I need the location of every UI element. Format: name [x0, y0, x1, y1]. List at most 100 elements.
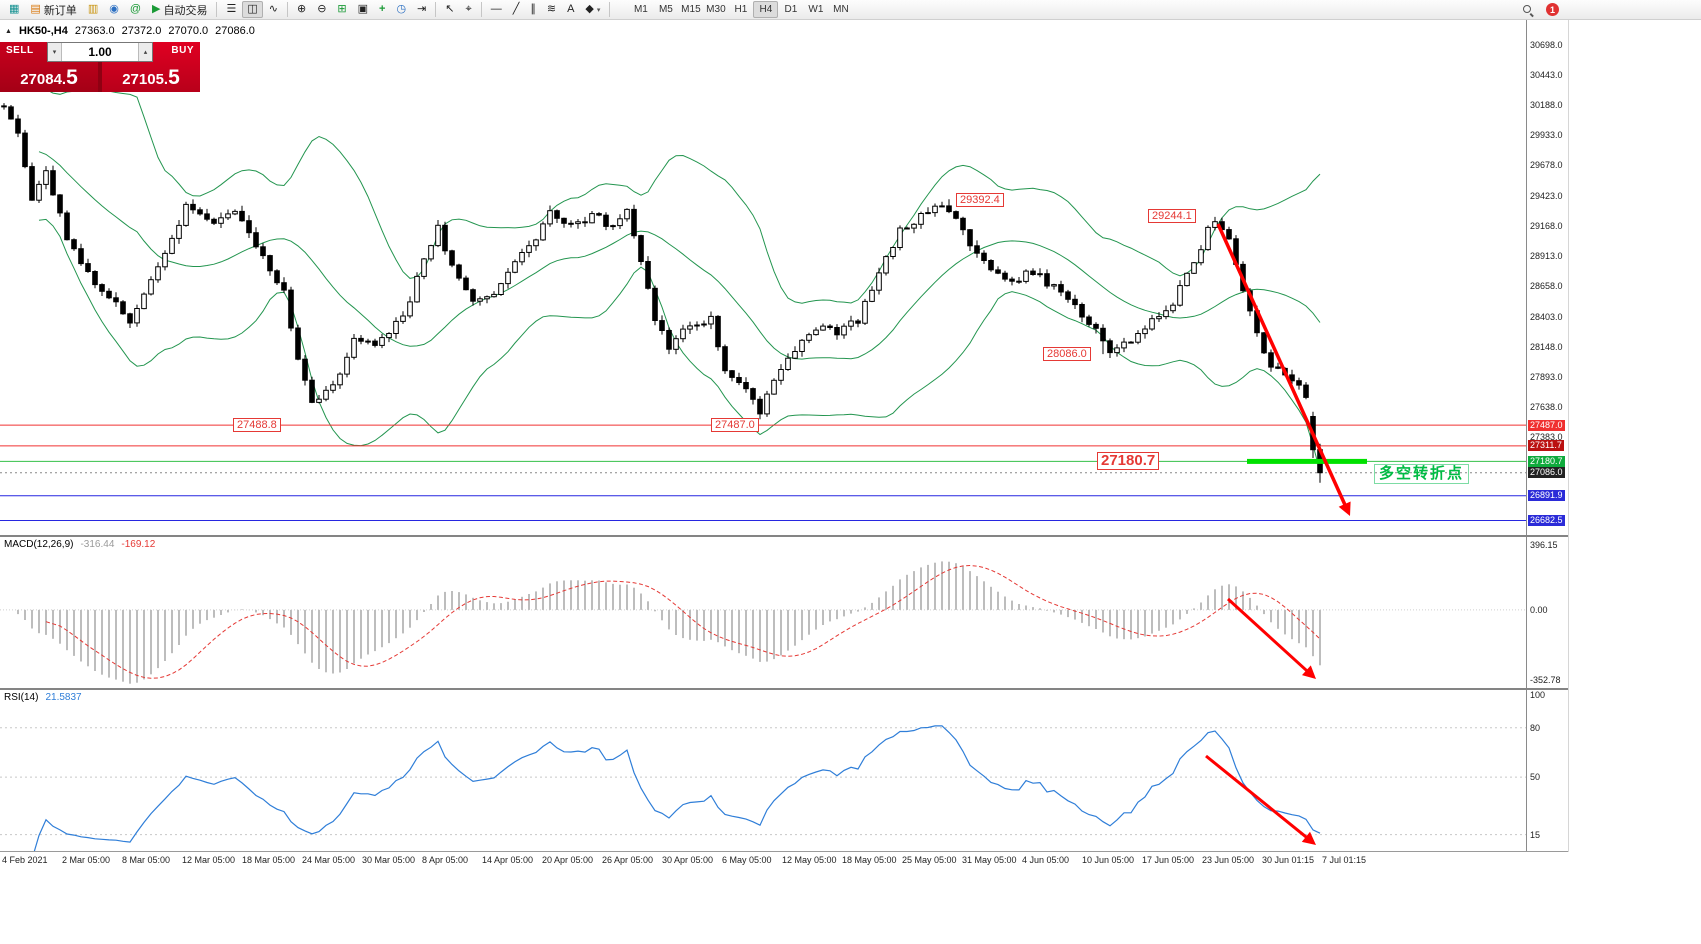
new-order-button[interactable]: ▤ 新订单 [25, 1, 81, 18]
timeframe-m15-button[interactable]: M15 [681, 4, 701, 15]
candle-chart-button[interactable]: ◫ [242, 1, 263, 18]
cursor-tool-button[interactable]: ↖ [440, 1, 459, 18]
macd-indicator-info: MACD(12,26,9) -316.44 -169.12 [4, 539, 155, 550]
autotrading-button[interactable]: ▶ 自动交易 [147, 1, 212, 18]
crosshair-icon: ⌖ [465, 3, 472, 15]
tile-windows-button[interactable]: ⊞ [332, 1, 351, 18]
macd-scale-max: 396.15 [1530, 540, 1558, 550]
text-tool-button[interactable]: A [562, 1, 579, 18]
zoom-in-button[interactable]: ⊕ [292, 1, 311, 18]
hline-tool-button[interactable]: — [486, 1, 507, 18]
volume-box: ▾ ▴ [47, 42, 153, 62]
timeframe-w1-button[interactable]: W1 [808, 4, 824, 15]
zoom-out-button[interactable]: ⊖ [312, 1, 331, 18]
price-scale-highlight: 27311.7 [1528, 440, 1564, 451]
price-scale-label: 28658.0 [1530, 281, 1563, 291]
charts-button[interactable]: ▥ [83, 1, 103, 18]
rsi-panel-canvas[interactable] [0, 690, 1526, 851]
time-axis-label: 23 Jun 05:00 [1202, 855, 1255, 865]
community-icon: @ [129, 3, 141, 15]
timeframe-group: M1 M5 M15 M30 H1 H4 D1 W1 MN [628, 1, 853, 18]
timeframe-m1-button[interactable]: M1 [633, 4, 648, 15]
fibonacci-tool-button[interactable]: ≋ [542, 1, 561, 18]
toolbar-separator [435, 2, 437, 17]
toolbar-separator [480, 2, 482, 17]
horizontal-line-icon: — [490, 3, 502, 15]
new-order-label: 新订单 [43, 4, 77, 17]
timeframe-m5-button[interactable]: M5 [658, 4, 673, 15]
time-axis-label: 18 May 05:00 [842, 855, 897, 865]
ohlc-info: ▲ HK50-,H4 27363.0 27372.0 27070.0 27086… [5, 25, 255, 37]
volume-increase-button[interactable]: ▴ [138, 43, 152, 61]
fibonacci-icon: ≋ [546, 3, 557, 15]
text-tool-icon: A [567, 3, 575, 15]
volume-input[interactable] [62, 43, 138, 61]
rsi-scale-label: 50 [1530, 772, 1541, 782]
chevron-down-icon: ▾ [596, 6, 601, 14]
timeframe-mn-button[interactable]: MN [833, 4, 849, 15]
channel-tool-button[interactable]: ∥ [525, 1, 541, 18]
trendline-tool-button[interactable]: ╱ [508, 1, 525, 18]
timeframe-h4-button[interactable]: H4 [753, 1, 779, 18]
search-icon [1522, 4, 1534, 17]
rsi-indicator-info: RSI(14) 21.5837 [4, 692, 82, 703]
line-chart-icon: ∿ [268, 3, 278, 15]
macd-scale-zero: 0.00 [1530, 605, 1548, 615]
macd-panel-canvas[interactable] [0, 537, 1526, 688]
price-scale-label: 28148.0 [1530, 342, 1563, 352]
notification-badge[interactable]: 1 [1546, 3, 1559, 16]
autotrading-play-icon: ▶ [152, 3, 161, 15]
cascade-windows-icon: ▣ [357, 3, 369, 15]
bar-chart-button[interactable]: ☰ [221, 1, 241, 18]
community-button[interactable]: @ [125, 1, 146, 18]
cascade-windows-button[interactable]: ▣ [353, 1, 373, 18]
indicators-button[interactable]: + [374, 1, 390, 18]
price-scale-label: 27383.0 [1530, 432, 1563, 442]
cycles-button[interactable]: ◷ [391, 1, 411, 18]
timeframe-h1-button[interactable]: H1 [734, 4, 748, 15]
line-chart-button[interactable]: ∿ [264, 1, 283, 18]
panel-separator[interactable] [0, 535, 1568, 537]
rsi-scale-label: 100 [1530, 690, 1546, 700]
charts-icon: ▥ [87, 3, 99, 15]
timeframe-m30-button[interactable]: M30 [706, 4, 726, 15]
time-axis-label: 6 May 05:00 [722, 855, 772, 865]
price-scale[interactable]: 30698.0 30443.0 30188.0 29933.0 29678.0 29423… [1526, 20, 1568, 851]
new-chart-button[interactable]: ▦ [4, 1, 24, 18]
time-axis-label: 10 Jun 05:00 [1082, 855, 1135, 865]
profiles-icon: ◉ [109, 3, 119, 15]
time-axis-label: 30 Mar 05:00 [362, 855, 416, 865]
profiles-button[interactable]: ◉ [104, 1, 124, 18]
volume-decrease-button[interactable]: ▾ [48, 43, 62, 61]
time-axis-label: 8 Mar 05:00 [122, 855, 171, 865]
buy-price: 27105.5 [122, 66, 180, 89]
open-value: 27363.0 [74, 25, 115, 37]
panel-separator[interactable] [0, 688, 1568, 690]
zoom-out-icon: ⊖ [317, 3, 327, 15]
time-axis-label: 7 Jul 01:15 [1322, 855, 1367, 865]
time-axis-label: 31 May 05:00 [962, 855, 1017, 865]
time-axis-label: 12 Mar 05:00 [182, 855, 236, 865]
channel-icon: ∥ [530, 3, 536, 15]
tile-windows-icon: ⊞ [337, 3, 347, 15]
crosshair-tool-button[interactable]: ⌖ [461, 1, 477, 18]
shapes-tool-button[interactable]: ◆ ▾ [580, 1, 605, 18]
price-chart-canvas[interactable] [0, 20, 1526, 535]
macd-main-value: -316.44 [80, 539, 115, 550]
sell-price: 27084.5 [20, 66, 78, 89]
time-axis[interactable]: 4 Feb 2021 2 Mar 05:00 8 Mar 05:00 12 Mar 0… [0, 852, 1568, 868]
price-scale-highlight: 27487.0 [1528, 420, 1565, 431]
cursor-icon: ↖ [445, 3, 455, 15]
time-axis-label: 24 Mar 05:00 [302, 855, 356, 865]
price-scale-label: 29423.0 [1530, 191, 1563, 201]
time-axis-label: 12 May 05:00 [782, 855, 837, 865]
price-scale-label: 27638.0 [1530, 402, 1563, 412]
timeframe-d1-button[interactable]: D1 [784, 4, 798, 15]
chart-shift-button[interactable]: ⇥ [412, 1, 431, 18]
search-button[interactable] [1517, 1, 1539, 18]
toolbar-separator [216, 2, 218, 17]
time-axis-label: 8 Apr 05:00 [422, 855, 469, 865]
chart-window-edge [1568, 20, 1569, 852]
price-scale-highlight: 27180.7 [1528, 456, 1565, 467]
toolbar-right-group: 1 [1517, 1, 1559, 18]
